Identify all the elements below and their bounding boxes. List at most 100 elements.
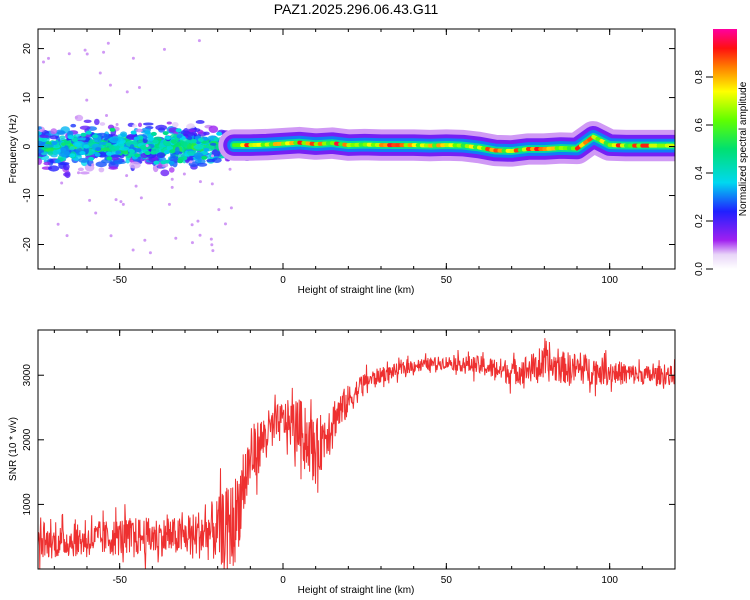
spectrogram-cell (60, 147, 67, 152)
spectrogram-cell (131, 56, 135, 60)
spectrogram-cell (194, 155, 201, 160)
spectrogram-cell (193, 144, 205, 150)
snr-x-axis: -50 0 50 100 (53, 330, 676, 586)
colorbar: 0.0 0.2 0.4 0.6 0.8 Normalized spectral ampl… (694, 29, 749, 276)
spectrogram-cell (115, 122, 119, 126)
spectrogram-y-label: Frequency (Hz) (8, 115, 19, 184)
spectrogram-cell (198, 233, 202, 237)
spectrogram-cell (102, 50, 106, 54)
spectrogram-cell (155, 124, 168, 131)
spectrogram-cell (176, 134, 183, 139)
spectrogram-cell (162, 131, 169, 136)
snr-panel: -50 0 50 100 1000 2000 3000 Height of straigh… (8, 329, 676, 596)
spectrogram-cell (145, 144, 149, 148)
x-tick-label: 100 (601, 275, 618, 286)
spectrogram-cell (95, 147, 102, 152)
spectrogram-cell (216, 131, 223, 136)
spectrogram-cell (158, 142, 164, 150)
spectrogram-cell (206, 158, 216, 163)
spectrogram-cell (130, 130, 137, 135)
spectrogram-cell (170, 177, 174, 181)
spectrogram-cell (190, 223, 194, 227)
spectrogram-cell (119, 200, 123, 204)
x-tick-label: 0 (280, 275, 286, 286)
spectrogram-cell (144, 130, 151, 135)
y-tick-label: -20 (22, 237, 33, 252)
spectrogram-cell (148, 251, 152, 255)
spectrogram-cell (169, 149, 176, 154)
spectrogram-cell (85, 133, 92, 138)
spectrogram-cell (63, 151, 70, 156)
y-tick-label: -10 (22, 188, 33, 203)
spectrogram-cell (128, 152, 135, 157)
spectrogram-cell (228, 167, 232, 171)
spectrogram-cell (177, 159, 184, 164)
colorbar-tick-label: 0.8 (694, 70, 705, 84)
spectrogram-cell (57, 161, 70, 166)
spectrogram-cell (119, 146, 130, 151)
spectrogram-cell (109, 234, 113, 238)
spectrogram-cell (79, 125, 91, 130)
spectrogram-cell (77, 167, 84, 172)
spectrogram-cell (156, 152, 166, 159)
spectrogram-cell (41, 60, 45, 64)
spectrogram-cell (209, 237, 213, 241)
spectrogram-cell (69, 146, 75, 151)
spectrogram-cell (121, 202, 125, 206)
spectrogram-cell (160, 160, 167, 165)
spectrogram-cell (106, 151, 113, 156)
figure-title: PAZ1.2025.296.06.43.G11 (274, 1, 439, 17)
spectrogram-cell (213, 136, 219, 143)
spectrogram-cell (203, 131, 210, 136)
x-tick-label: 50 (441, 275, 453, 286)
spectrogram-cell (98, 167, 105, 173)
spectrogram-cell (91, 163, 95, 167)
spectrogram-cell (47, 150, 53, 156)
spectrogram-cell (144, 150, 151, 155)
spectrogram-cell (211, 249, 215, 253)
spectrogram-cell (209, 142, 217, 146)
spectrogram-cell (131, 248, 135, 252)
ridge-core (583, 138, 591, 145)
spectrogram-cell (59, 135, 66, 139)
spectrogram-cell (50, 154, 58, 158)
spectrogram-cell (109, 127, 116, 132)
spectrogram-cell (148, 136, 155, 141)
spectrogram-cell (76, 137, 88, 141)
ridge-core (579, 141, 586, 148)
spectrogram-cell (54, 159, 61, 164)
spectrogram-cell (105, 142, 112, 147)
spectrogram-cell (98, 71, 102, 75)
spectrogram-cell (190, 241, 194, 245)
spectrogram-cell (175, 128, 182, 133)
spectrogram-cell (88, 156, 95, 161)
spectrogram-y-axis: -20 -10 0 10 20 (22, 43, 675, 252)
spectrogram-cell (203, 147, 210, 152)
spectrogram-cell (210, 243, 214, 247)
spectrogram-cell (174, 146, 180, 155)
spectrogram-cell (170, 139, 177, 144)
spectrogram-x-label: Height of straight line (km) (298, 285, 415, 296)
spectrogram-cell (167, 202, 171, 206)
spectrogram-cell (162, 47, 166, 51)
spectrogram-cell (114, 198, 118, 202)
spectrogram-cell (71, 137, 78, 142)
spectrogram-cell (48, 165, 60, 172)
spectrogram-cell (43, 161, 51, 166)
spectrogram-cell (196, 219, 200, 223)
spectrogram-cell (99, 122, 106, 126)
spectrogram-cell (65, 234, 69, 238)
spectrogram-cell (143, 238, 147, 242)
spectrogram-cell (125, 140, 137, 147)
spectrogram-ridge (218, 121, 675, 167)
x-tick-label: 100 (601, 575, 618, 586)
spectrogram-cell (83, 119, 92, 123)
spectrogram-cell (77, 171, 81, 175)
spectrogram-cell (212, 157, 222, 164)
spectrogram-cell (133, 136, 140, 141)
spectrogram-cell (79, 150, 86, 155)
spectrogram-cell (198, 180, 202, 184)
y-tick-label: 10 (22, 92, 33, 104)
spectrogram-cell (39, 128, 43, 132)
y-tick-label: 20 (22, 43, 33, 55)
